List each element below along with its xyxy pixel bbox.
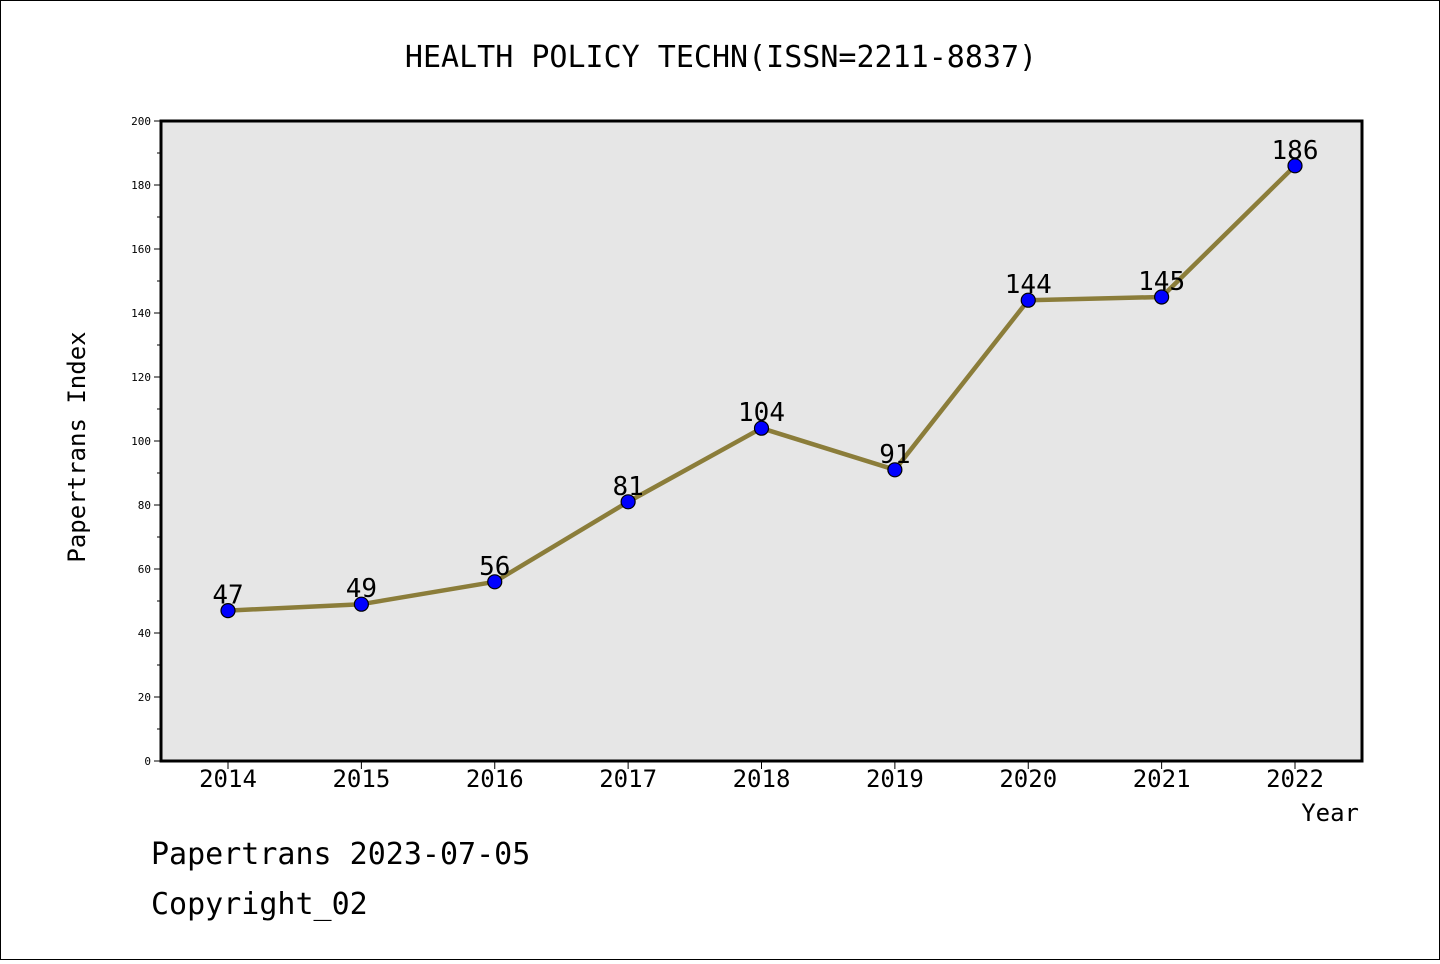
x-tick-label: 2021 bbox=[1133, 765, 1191, 793]
data-point bbox=[1020, 292, 1036, 308]
data-label: 56 bbox=[479, 552, 510, 582]
x-tick-label: 2019 bbox=[866, 765, 924, 793]
x-tick-label: 2014 bbox=[199, 765, 257, 793]
x-tick-label: 2016 bbox=[466, 765, 524, 793]
y-tick-label: 40 bbox=[138, 627, 151, 640]
y-tick-label: 100 bbox=[131, 435, 151, 448]
x-tick-label: 2017 bbox=[599, 765, 657, 793]
y-tick-label: 200 bbox=[131, 115, 151, 128]
y-tick-label: 160 bbox=[131, 243, 151, 256]
series-layer: 47 49 56 81 104 91 144 145 186 bbox=[212, 136, 1319, 619]
y-tick-label: 140 bbox=[131, 307, 151, 320]
data-point bbox=[487, 574, 503, 590]
data-label: 186 bbox=[1272, 136, 1319, 166]
y-tick-label: 0 bbox=[144, 755, 151, 768]
x-tick-label: 2018 bbox=[733, 765, 791, 793]
y-axis-ticks: 0 20 40 60 80 100 120 140 160 180 200 bbox=[131, 115, 161, 768]
data-point bbox=[887, 462, 903, 478]
y-tick-label: 120 bbox=[131, 371, 151, 384]
plot-area bbox=[159, 119, 1364, 763]
data-label: 81 bbox=[612, 472, 643, 502]
data-point bbox=[353, 596, 369, 612]
x-axis-ticks: 2014 2015 2016 2017 2018 2019 2020 2021 2022 bbox=[199, 761, 1324, 793]
y-tick-label: 60 bbox=[138, 563, 151, 576]
data-point bbox=[220, 602, 236, 619]
y-axis-label: Papertrans Index bbox=[63, 331, 91, 562]
data-label: 47 bbox=[212, 581, 243, 611]
x-axis-label: Year bbox=[1301, 799, 1359, 827]
y-tick-label: 20 bbox=[138, 691, 151, 704]
data-point bbox=[1154, 289, 1170, 305]
data-point bbox=[620, 494, 636, 510]
x-tick-label: 2020 bbox=[999, 765, 1057, 793]
data-label: 104 bbox=[738, 398, 785, 428]
data-label: 91 bbox=[879, 440, 910, 470]
data-label: 145 bbox=[1138, 267, 1185, 297]
footer-date: Papertrans 2023-07-05 bbox=[151, 837, 531, 872]
chart-title: HEALTH POLICY TECHN(ISSN=2211-8837) bbox=[405, 40, 1037, 75]
footer-copyright: Copyright_02 bbox=[151, 887, 368, 922]
data-label: 144 bbox=[1005, 270, 1052, 300]
data-point bbox=[1287, 158, 1303, 174]
data-point bbox=[753, 420, 770, 436]
data-label: 49 bbox=[346, 574, 377, 604]
y-tick-label: 180 bbox=[131, 179, 151, 192]
x-tick-label: 2015 bbox=[332, 765, 390, 793]
y-tick-label: 80 bbox=[138, 499, 151, 512]
x-tick-label: 2022 bbox=[1266, 765, 1324, 793]
